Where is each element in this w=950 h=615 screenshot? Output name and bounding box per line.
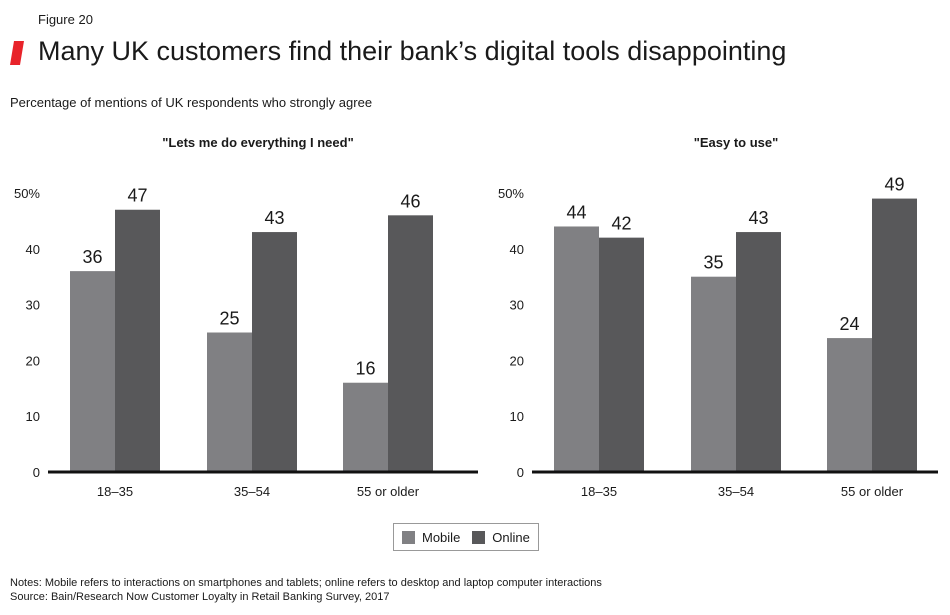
y-tick-label: 30 <box>26 298 40 313</box>
y-tick-label: 10 <box>510 409 524 424</box>
bar-online <box>872 198 917 472</box>
bar-online <box>388 215 433 472</box>
bar-online <box>252 232 297 472</box>
y-tick-label: 10 <box>26 409 40 424</box>
notes-text: Notes: Mobile refers to interactions on … <box>10 577 602 589</box>
data-label: 47 <box>127 186 147 206</box>
y-tick-label: 50% <box>498 186 524 201</box>
data-label: 25 <box>219 309 239 329</box>
data-label: 35 <box>703 253 723 273</box>
data-label: 46 <box>400 191 420 211</box>
data-label: 42 <box>611 214 631 234</box>
legend-swatch-mobile <box>402 530 415 544</box>
y-tick-label: 50% <box>14 186 40 201</box>
data-label: 43 <box>264 208 284 228</box>
bar-mobile <box>70 271 115 472</box>
bar-online <box>115 209 160 473</box>
page-title: Many UK customers find their bank’s digi… <box>38 36 787 66</box>
footnotes: Notes: Mobile refers to interactions on … <box>10 576 602 604</box>
y-tick-label: 30 <box>510 298 524 313</box>
x-tick-label: 55 or older <box>841 484 904 499</box>
source-text: Source: Bain/Research Now Customer Loyal… <box>10 591 390 603</box>
bar-mobile <box>343 382 388 472</box>
chart-title-1: "Easy to use" <box>694 135 779 150</box>
bar-mobile <box>691 276 736 472</box>
x-tick-label: 18–35 <box>581 484 617 499</box>
legend-item-online: Online <box>472 530 530 545</box>
x-tick-label: 18–35 <box>97 484 133 499</box>
bar-online <box>736 232 781 472</box>
data-label: 44 <box>566 202 586 222</box>
x-tick-label: 35–54 <box>718 484 754 499</box>
y-tick-label: 0 <box>33 465 40 480</box>
x-tick-label: 35–54 <box>234 484 270 499</box>
y-tick-label: 40 <box>510 242 524 257</box>
bar-online <box>599 237 644 472</box>
bar-mobile <box>827 338 872 472</box>
chart-subtitle: Percentage of mentions of UK respondents… <box>10 95 373 110</box>
chart-title-0: "Lets me do everything I need" <box>162 135 353 150</box>
legend: Mobile Online <box>393 523 539 551</box>
data-label: 43 <box>748 208 768 228</box>
legend-label-mobile: Mobile <box>422 529 461 545</box>
title-accent-mark <box>10 41 24 65</box>
bar-mobile <box>554 226 599 472</box>
data-label: 24 <box>839 314 859 334</box>
legend-swatch-online <box>472 530 486 544</box>
figure-label: Figure 20 <box>38 12 93 27</box>
x-tick-label: 55 or older <box>357 484 420 499</box>
y-tick-label: 20 <box>26 353 40 368</box>
data-label: 36 <box>82 247 102 267</box>
y-tick-label: 40 <box>26 242 40 257</box>
bar-mobile <box>207 332 252 472</box>
data-label: 49 <box>884 175 904 195</box>
y-tick-label: 0 <box>517 465 524 480</box>
data-label: 16 <box>355 359 375 379</box>
y-tick-label: 20 <box>510 353 524 368</box>
legend-label-online: Online <box>492 529 530 545</box>
legend-item-mobile: Mobile <box>402 530 460 545</box>
